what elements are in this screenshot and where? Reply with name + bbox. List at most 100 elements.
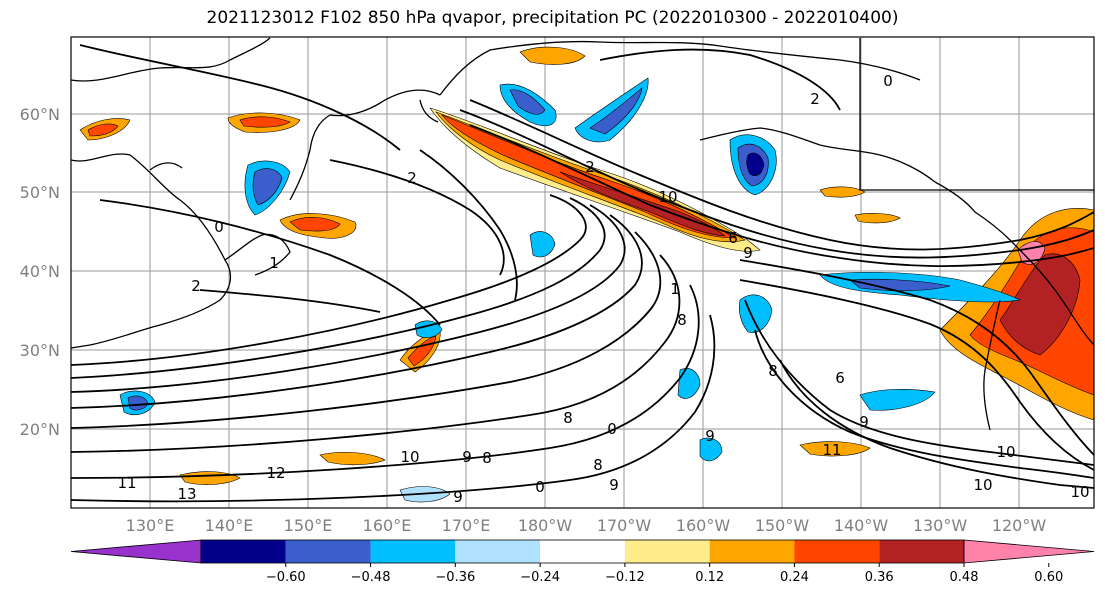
contour-label: 13 <box>177 485 196 503</box>
positive-anomaly-patch <box>819 186 866 198</box>
colorbar-tick-label: 0.12 <box>695 570 724 585</box>
contour-label: 10 <box>1070 483 1089 501</box>
colorbar-tick-label: 0.48 <box>950 570 979 585</box>
contour-label: 6 <box>835 369 845 387</box>
contour-label: 2 <box>810 90 820 108</box>
longitude-labels: 130°E 140°E 150°E 160°E 170°E 180°W 170°W 160°W… <box>126 516 1047 535</box>
positive-anomaly-patch <box>319 451 386 466</box>
longitude-label: 140°E <box>205 516 254 535</box>
negative-anomaly-patch <box>746 152 765 176</box>
contour-label: 9 <box>453 488 463 506</box>
contour-label: 8 <box>677 311 687 329</box>
colorbar-segment <box>624 540 710 563</box>
contour-label: 10 <box>658 188 677 206</box>
longitude-label: 130°W <box>913 516 968 535</box>
contour-label: 8 <box>768 362 778 380</box>
colorbar-extend-high <box>963 539 1095 564</box>
latitude-label: 20°N <box>20 420 60 439</box>
colorbar-outline <box>200 539 965 564</box>
longitude-label: 130°E <box>126 516 175 535</box>
longitude-label: 170°W <box>597 516 652 535</box>
contour-label: 10 <box>996 443 1015 461</box>
coastlines <box>71 37 1094 431</box>
colorbar-tick-label: −0.24 <box>520 570 560 585</box>
longitude-label: 150°E <box>284 516 333 535</box>
colorbar-tick-label: −0.36 <box>435 570 475 585</box>
contour-label: 9 <box>743 244 753 262</box>
latitude-label: 30°N <box>20 341 60 360</box>
positive-anomaly-patch <box>854 213 901 224</box>
latitude-labels: 20°N 30°N 40°N 50°N 60°N <box>20 105 60 439</box>
colorbar-tick-label: −0.48 <box>351 570 391 585</box>
positive-anomaly-patch <box>87 123 119 137</box>
longitude-label: 180°W <box>518 516 573 535</box>
colorbar-segment <box>285 540 371 563</box>
contour-label: 9 <box>859 413 869 431</box>
negative-anomaly-patch <box>252 168 283 206</box>
contour-label: 8 <box>563 409 573 427</box>
contour-label: 2 <box>407 169 417 187</box>
colorbar-tick-label: 0.24 <box>780 570 809 585</box>
colorbar-tick-label: −0.12 <box>605 570 645 585</box>
contour-label: 0 <box>535 478 545 496</box>
negative-anomaly-patch <box>677 368 701 399</box>
positive-anomaly-region <box>999 253 1081 356</box>
latitude-label: 40°N <box>20 262 60 281</box>
map-title: 2021123012 F102 850 hPa qvapor, precipit… <box>206 8 899 28</box>
colorbar-extend-low <box>70 539 202 564</box>
negative-anomaly-patch <box>414 320 443 339</box>
contour-label: 10 <box>400 448 419 466</box>
colorbar-segment <box>455 540 541 563</box>
contour-label: 10 <box>973 476 992 494</box>
contour-label: 6 <box>728 229 738 247</box>
latitude-label: 50°N <box>20 183 60 202</box>
positive-anomaly-patch <box>519 46 586 65</box>
latitude-label: 60°N <box>20 105 60 124</box>
colorbar-segment <box>370 540 456 563</box>
contour-label: 0 <box>883 72 893 90</box>
negative-anomaly-patch <box>589 87 643 135</box>
positive-anomaly-patch <box>239 116 291 128</box>
contour-label: 8 <box>482 449 492 467</box>
contour-label: 0 <box>607 420 617 438</box>
contour-label: 2 <box>191 277 201 295</box>
map-panel <box>71 37 1094 508</box>
contour-label: 9 <box>462 448 472 466</box>
contour-label: 1 <box>670 280 680 298</box>
positive-anomaly-patch <box>799 441 871 457</box>
contour-label: 9 <box>705 427 715 445</box>
map-frame <box>70 36 1095 509</box>
longitude-label: 150°W <box>755 516 810 535</box>
contour-lines <box>71 44 1094 503</box>
colorbar-segment <box>540 540 625 563</box>
colorbar-tick-label: −0.60 <box>266 570 306 585</box>
colorbar-tick-label: 0.60 <box>1034 570 1063 585</box>
longitude-label: 140°W <box>834 516 889 535</box>
contour-label: 9 <box>609 476 619 494</box>
colorbar-segment <box>201 540 286 563</box>
contour-label: 0 <box>214 218 224 236</box>
colorbar-tick-label: 0.36 <box>865 570 894 585</box>
longitude-label: 120°W <box>992 516 1047 535</box>
contour-label: 8 <box>593 456 603 474</box>
negative-anomaly-patch <box>849 278 951 292</box>
longitude-label: 160°E <box>363 516 412 535</box>
longitude-label: 160°W <box>676 516 731 535</box>
colorbar-segment <box>709 540 795 563</box>
colorbar-segment <box>794 540 880 563</box>
contour-label: 11 <box>117 474 136 492</box>
negative-anomaly-patch <box>859 389 936 411</box>
contour-label: 11 <box>822 441 841 459</box>
negative-anomaly-patch <box>699 437 723 462</box>
positive-anomaly-patch <box>289 217 341 232</box>
contour-label: 12 <box>266 464 285 482</box>
negative-anomaly-patch <box>509 89 546 115</box>
colorbar-segment <box>879 540 964 563</box>
colorbar: −0.60 −0.48 −0.36 −0.24 −0.12 0.12 0.24 0.36 0.4… <box>70 539 1095 585</box>
longitude-label: 170°E <box>442 516 491 535</box>
contour-label: 2 <box>585 158 595 176</box>
contour-label: 1 <box>269 254 279 272</box>
